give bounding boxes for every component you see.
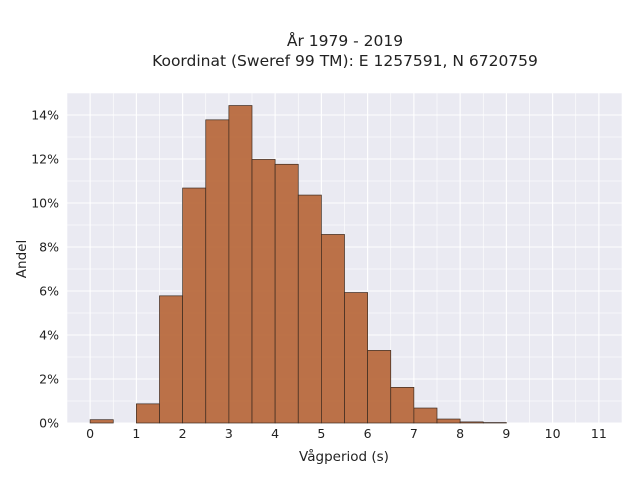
histogram-bar xyxy=(297,194,322,424)
histogram-bar xyxy=(182,187,207,424)
y-tick-label: 4% xyxy=(39,328,59,343)
x-tick-label: 11 xyxy=(591,426,607,441)
x-tick-label: 6 xyxy=(364,426,372,441)
x-tick-label: 7 xyxy=(410,426,418,441)
x-tick-labels: 0 1 2 3 4 5 6 7 8 9 10 11 xyxy=(86,426,607,441)
y-tick-label: 10% xyxy=(31,196,59,211)
x-tick-label: 9 xyxy=(502,426,510,441)
histogram-bar xyxy=(251,159,276,424)
histogram-bar xyxy=(367,350,392,424)
x-tick-label: 5 xyxy=(317,426,325,441)
histogram-bars xyxy=(89,105,507,424)
histogram-bar xyxy=(321,234,345,424)
y-axis-label: Andel xyxy=(14,240,30,278)
x-axis-label: Vågperiod (s) xyxy=(299,448,389,465)
histogram-bar xyxy=(136,403,160,424)
chart-title-line-1: År 1979 - 2019 xyxy=(287,31,403,50)
chart-title-line-2: Koordinat (Sweref 99 TM): E 1257591, N 6… xyxy=(152,52,538,70)
histogram-bar xyxy=(436,418,461,424)
y-tick-label: 2% xyxy=(39,372,59,387)
y-tick-label: 0% xyxy=(39,416,59,431)
histogram-bar xyxy=(390,387,415,424)
x-tick-label: 10 xyxy=(545,426,561,441)
histogram-bar xyxy=(89,419,114,424)
x-tick-label: 1 xyxy=(132,426,140,441)
histogram-bar xyxy=(228,105,253,424)
y-tick-label: 8% xyxy=(39,240,59,255)
y-tick-label: 6% xyxy=(39,284,59,299)
y-tick-labels: 0% 2% 4% 6% 8% 10% 12% 14% xyxy=(31,108,59,431)
histogram-bar xyxy=(159,295,183,424)
histogram-bar xyxy=(459,421,484,424)
histogram-bar xyxy=(344,292,368,424)
y-tick-label: 12% xyxy=(31,152,59,167)
x-tick-label: 8 xyxy=(456,426,464,441)
y-tick-label: 14% xyxy=(31,108,59,123)
histogram-bar xyxy=(205,119,230,424)
x-tick-label: 4 xyxy=(271,426,279,441)
histogram-bar xyxy=(413,407,438,424)
x-tick-label: 0 xyxy=(86,426,94,441)
histogram-bar xyxy=(274,163,299,424)
x-tick-label: 3 xyxy=(225,426,233,441)
x-tick-label: 2 xyxy=(179,426,187,441)
